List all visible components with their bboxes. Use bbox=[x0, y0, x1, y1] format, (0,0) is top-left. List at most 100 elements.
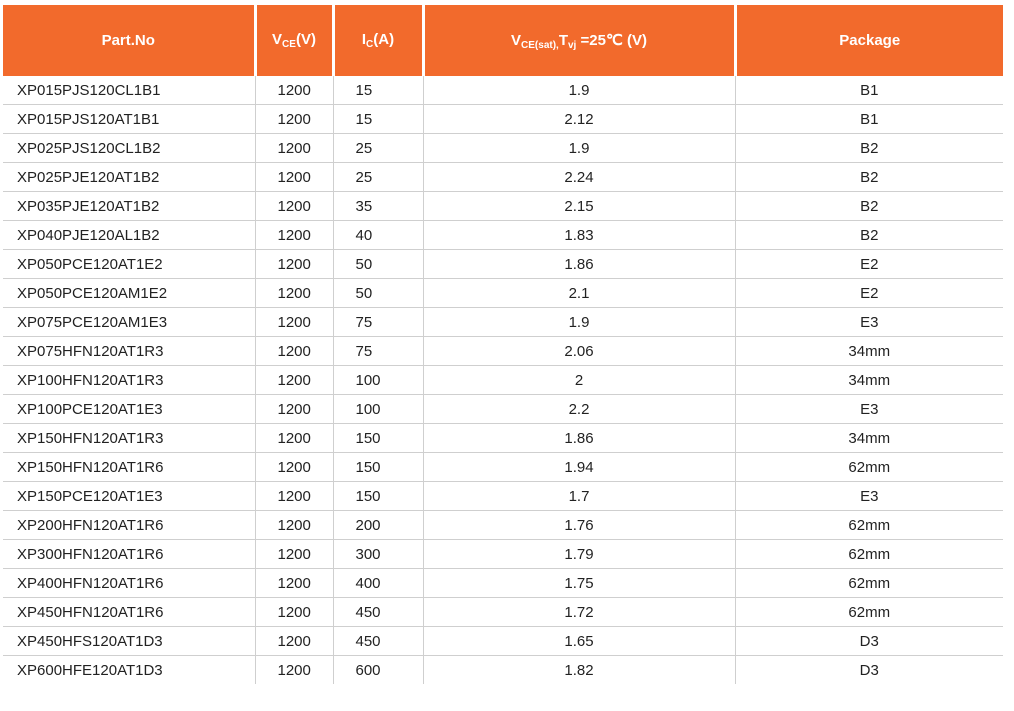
table-row: XP075PCE120AM1E3 1200 75 1.9 E3 bbox=[3, 307, 1003, 337]
table-row: XP050PCE120AT1E2 1200 50 1.86 E2 bbox=[3, 249, 1003, 279]
cell-vce: 1200 bbox=[254, 423, 333, 453]
header-ic-subscript: C bbox=[366, 39, 374, 50]
cell-package: D3 bbox=[734, 655, 1003, 684]
cell-vce-sat: 1.75 bbox=[422, 568, 735, 598]
cell-ic: 75 bbox=[332, 336, 423, 366]
cell-vce-sat: 1.72 bbox=[422, 597, 735, 627]
cell-ic: 50 bbox=[332, 249, 423, 279]
cell-vce-sat: 1.86 bbox=[422, 423, 735, 453]
cell-part-no: XP100PCE120AT1E3 bbox=[3, 394, 255, 424]
cell-ic: 150 bbox=[332, 481, 423, 511]
cell-part-no: XP150HFN120AT1R3 bbox=[3, 423, 255, 453]
cell-vce-sat: 1.9 bbox=[422, 307, 735, 337]
header-part-no-label: Part.No bbox=[101, 32, 155, 49]
header-vce-subscript: CE bbox=[282, 39, 296, 50]
igbt-module-table-container: Part.No VCE(V) IC(A) VCE(sat),Tvj =25℃ (… bbox=[3, 5, 1003, 684]
cell-ic: 150 bbox=[332, 423, 423, 453]
cell-ic: 15 bbox=[332, 104, 423, 134]
cell-part-no: XP450HFS120AT1D3 bbox=[3, 626, 255, 656]
cell-vce-sat: 1.82 bbox=[422, 655, 735, 684]
cell-package: B1 bbox=[734, 104, 1003, 134]
cell-part-no: XP035PJE120AT1B2 bbox=[3, 191, 255, 221]
cell-ic: 600 bbox=[332, 655, 423, 684]
cell-vce: 1200 bbox=[254, 626, 333, 656]
cell-vce: 1200 bbox=[254, 336, 333, 366]
cell-vce-sat: 1.79 bbox=[422, 539, 735, 569]
header-vce-unit: (V) bbox=[295, 31, 316, 48]
table-header: Part.No VCE(V) IC(A) VCE(sat),Tvj =25℃ (… bbox=[3, 5, 1003, 76]
cell-ic: 100 bbox=[332, 365, 423, 395]
table-row: XP150HFN120AT1R6 1200 150 1.94 62mm bbox=[3, 452, 1003, 482]
cell-package: E2 bbox=[734, 249, 1003, 279]
header-ic-symbol: I bbox=[361, 31, 367, 48]
cell-part-no: XP150PCE120AT1E3 bbox=[3, 481, 255, 511]
header-part-no: Part.No bbox=[3, 5, 257, 76]
table-body: XP015PJS120CL1B1 1200 15 1.9 B1 XP015PJS120AT… bbox=[3, 76, 1003, 684]
cell-package: 34mm bbox=[734, 336, 1003, 366]
header-vsat-t-subscript: vj bbox=[568, 39, 577, 51]
header-package: Package bbox=[733, 5, 1003, 76]
cell-vce-sat: 1.9 bbox=[422, 76, 735, 105]
cell-package: B2 bbox=[734, 133, 1003, 163]
cell-vce-sat: 2.2 bbox=[422, 394, 735, 424]
cell-ic: 75 bbox=[332, 307, 423, 337]
cell-package: E3 bbox=[734, 394, 1003, 424]
cell-ic: 25 bbox=[332, 162, 423, 192]
cell-package: 34mm bbox=[734, 423, 1003, 453]
cell-vce: 1200 bbox=[254, 249, 333, 279]
cell-vce-sat: 2.15 bbox=[422, 191, 735, 221]
table-row: XP040PJE120AL1B2 1200 40 1.83 B2 bbox=[3, 220, 1003, 250]
cell-vce: 1200 bbox=[254, 365, 333, 395]
cell-package: 62mm bbox=[734, 568, 1003, 598]
table-row: XP600HFE120AT1D3 1200 600 1.82 D3 bbox=[3, 655, 1003, 684]
cell-package: E3 bbox=[734, 307, 1003, 337]
header-vce-symbol: V bbox=[272, 31, 283, 48]
cell-vce-sat: 2.24 bbox=[422, 162, 735, 192]
cell-ic: 400 bbox=[332, 568, 423, 598]
cell-vce-sat: 1.83 bbox=[422, 220, 735, 250]
table-row: XP035PJE120AT1B2 1200 35 2.15 B2 bbox=[3, 191, 1003, 221]
cell-vce: 1200 bbox=[254, 220, 333, 250]
cell-vce: 1200 bbox=[254, 191, 333, 221]
cell-ic: 450 bbox=[332, 597, 423, 627]
cell-part-no: XP025PJE120AT1B2 bbox=[3, 162, 255, 192]
cell-vce-sat: 2 bbox=[422, 365, 735, 395]
cell-vce: 1200 bbox=[254, 133, 333, 163]
igbt-module-table: Part.No VCE(V) IC(A) VCE(sat),Tvj =25℃ (… bbox=[3, 5, 1003, 684]
cell-vce: 1200 bbox=[254, 510, 333, 540]
cell-vce-sat: 2.12 bbox=[422, 104, 735, 134]
cell-package: 34mm bbox=[734, 365, 1003, 395]
table-row: XP300HFN120AT1R6 1200 300 1.79 62mm bbox=[3, 539, 1003, 569]
cell-package: E2 bbox=[734, 278, 1003, 308]
table-row: XP150HFN120AT1R3 1200 150 1.86 34mm bbox=[3, 423, 1003, 453]
cell-part-no: XP075PCE120AM1E3 bbox=[3, 307, 255, 337]
cell-package: B1 bbox=[734, 76, 1003, 105]
cell-ic: 200 bbox=[332, 510, 423, 540]
cell-part-no: XP100HFN120AT1R3 bbox=[3, 365, 255, 395]
cell-vce: 1200 bbox=[254, 394, 333, 424]
cell-vce: 1200 bbox=[254, 655, 333, 684]
cell-package: 62mm bbox=[734, 510, 1003, 540]
cell-package: E3 bbox=[734, 481, 1003, 511]
cell-vce: 1200 bbox=[254, 104, 333, 134]
cell-vce-sat: 1.9 bbox=[422, 133, 735, 163]
cell-package: D3 bbox=[734, 626, 1003, 656]
cell-vce-sat: 1.86 bbox=[422, 249, 735, 279]
cell-vce-sat: 1.94 bbox=[422, 452, 735, 482]
cell-vce-sat: 1.65 bbox=[422, 626, 735, 656]
cell-part-no: XP015PJS120AT1B1 bbox=[3, 104, 255, 134]
table-row: XP100PCE120AT1E3 1200 100 2.2 E3 bbox=[3, 394, 1003, 424]
cell-ic: 35 bbox=[332, 191, 423, 221]
cell-part-no: XP150HFN120AT1R6 bbox=[3, 452, 255, 482]
header-vce-sat: VCE(sat),Tvj =25℃ (V) bbox=[421, 5, 737, 76]
header-package-label: Package bbox=[839, 32, 901, 49]
cell-vce: 1200 bbox=[254, 539, 333, 569]
table-row: XP025PJE120AT1B2 1200 25 2.24 B2 bbox=[3, 162, 1003, 192]
header-vsat-symbol: V bbox=[511, 31, 522, 49]
cell-part-no: XP200HFN120AT1R6 bbox=[3, 510, 255, 540]
cell-ic: 450 bbox=[332, 626, 423, 656]
table-row: XP450HFN120AT1R6 1200 450 1.72 62mm bbox=[3, 597, 1003, 627]
cell-package: B2 bbox=[734, 220, 1003, 250]
table-row: XP100HFN120AT1R3 1200 100 2 34mm bbox=[3, 365, 1003, 395]
cell-ic: 50 bbox=[332, 278, 423, 308]
